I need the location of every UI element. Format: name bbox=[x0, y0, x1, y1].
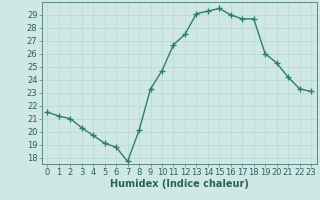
X-axis label: Humidex (Indice chaleur): Humidex (Indice chaleur) bbox=[110, 179, 249, 189]
